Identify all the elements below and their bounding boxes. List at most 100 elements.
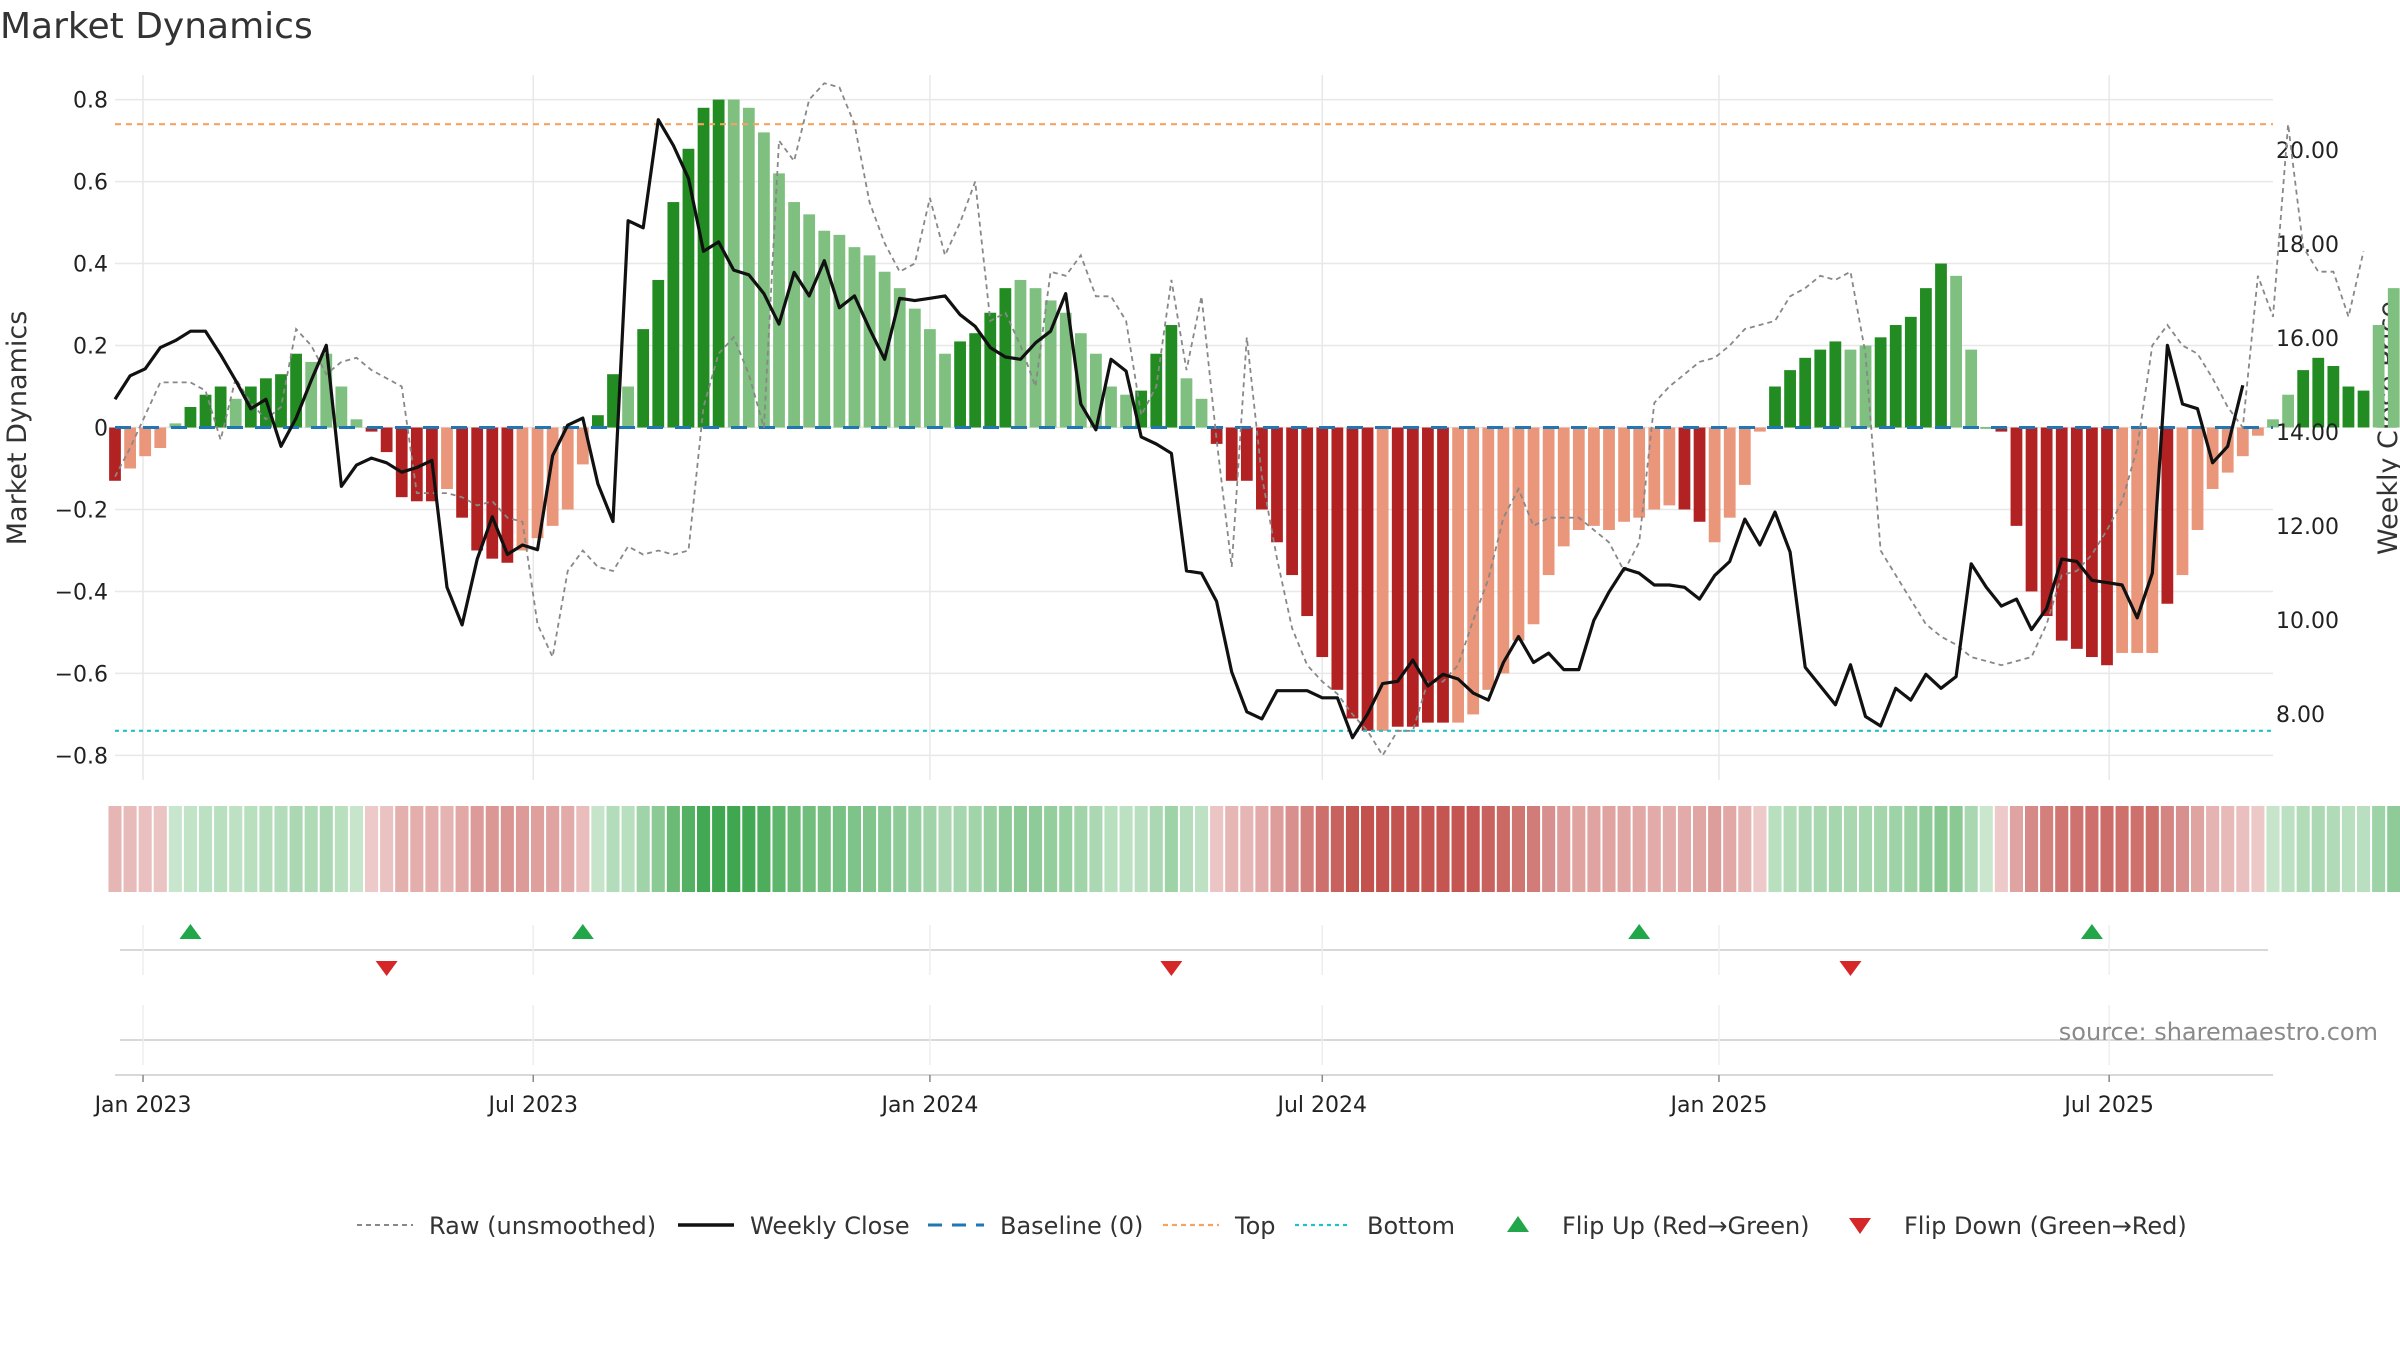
- dynamics-bar: [410, 427, 423, 502]
- dynamics-bar: [501, 427, 514, 563]
- heatmap-cell: [1134, 806, 1148, 892]
- y-tick-label-right: 14.00: [2276, 421, 2339, 446]
- heatmap-cell: [772, 806, 786, 892]
- heatmap-cell: [2387, 806, 2400, 892]
- legend-item: Raw (unsmoothed): [357, 1212, 656, 1240]
- heatmap-cell: [1723, 806, 1737, 892]
- dynamics-bar: [848, 247, 861, 428]
- dynamics-bar: [2297, 370, 2310, 428]
- heatmap-cell: [410, 806, 424, 892]
- heatmap-cell: [1979, 806, 1993, 892]
- heatmap-cell: [1029, 806, 1043, 892]
- heatmap-cell: [123, 806, 137, 892]
- dynamics-bar: [1678, 427, 1691, 510]
- dynamics-bar: [139, 427, 152, 457]
- heatmap-cell: [1421, 806, 1435, 892]
- dynamics-bar: [1482, 427, 1495, 690]
- heatmap-cell: [108, 806, 122, 892]
- heatmap-cell: [1330, 806, 1344, 892]
- dynamics-bar: [2387, 288, 2400, 428]
- dynamics-bar: [576, 427, 589, 465]
- heatmap-cell: [666, 806, 680, 892]
- legend-swatch-flip-down: [1849, 1218, 1871, 1234]
- dynamics-bar: [667, 202, 680, 428]
- heatmap-cell: [1451, 806, 1465, 892]
- dynamics-bar: [1708, 427, 1721, 543]
- heatmap-cell: [289, 806, 303, 892]
- dynamics-bar: [622, 386, 634, 428]
- heatmap-cell: [953, 806, 967, 892]
- dynamics-bar: [878, 271, 891, 428]
- y-tick-label-left: 0.6: [73, 171, 108, 196]
- dynamics-bar: [1588, 427, 1600, 526]
- dynamics-bar: [1965, 349, 1978, 428]
- dynamics-bar: [1799, 357, 1812, 428]
- dynamics-bar: [697, 107, 710, 428]
- dynamics-bar: [1195, 398, 1208, 428]
- dynamics-bar: [2267, 419, 2279, 428]
- heatmap-cell: [1511, 806, 1525, 892]
- heatmap-cell: [274, 806, 288, 892]
- dynamics-bar: [2116, 427, 2128, 653]
- heatmap-cell: [214, 806, 228, 892]
- heatmap-cell: [1617, 806, 1631, 892]
- dynamics-bar: [1889, 325, 1902, 428]
- heatmap-cell: [2100, 806, 2114, 892]
- heatmap-cell: [2326, 806, 2340, 892]
- heatmap-cell: [500, 806, 514, 892]
- raw-line: [114, 82, 2365, 758]
- dynamics-bar: [1512, 427, 1525, 641]
- dynamics-bar: [1527, 427, 1540, 625]
- heatmap-cell: [802, 806, 816, 892]
- heatmap-cell: [1587, 806, 1601, 892]
- dynamics-bar: [199, 394, 212, 428]
- dynamics-bar: [2070, 427, 2083, 649]
- heatmap-cell: [1904, 806, 1918, 892]
- dynamics-bar: [1391, 427, 1404, 727]
- heatmap-cell: [681, 806, 695, 892]
- heatmap-cell: [998, 806, 1012, 892]
- heatmap-cell: [561, 806, 575, 892]
- heatmap-cell: [878, 806, 892, 892]
- dynamics-bar: [1165, 325, 1178, 428]
- heatmap-cell: [168, 806, 182, 892]
- y-tick-label-right: 8.00: [2276, 703, 2325, 728]
- dynamics-bar: [154, 427, 167, 448]
- heatmap-cell: [606, 806, 620, 892]
- dynamics-bar: [1135, 390, 1148, 428]
- y-tick-label-left: 0.8: [73, 89, 108, 114]
- dynamics-bar: [1059, 312, 1072, 428]
- heatmap-cell: [1089, 806, 1103, 892]
- dynamics-bar: [1829, 341, 1842, 428]
- series-lines: [113, 82, 2365, 758]
- heatmap-cell: [757, 806, 771, 892]
- heatmap-cell: [817, 806, 831, 892]
- dynamics-bar: [1225, 427, 1238, 481]
- heatmap-cell: [2040, 806, 2054, 892]
- heatmap-cell: [832, 806, 846, 892]
- heatmap-cell: [727, 806, 741, 892]
- dynamics-bar: [2131, 427, 2144, 653]
- heatmap-cell: [1708, 806, 1722, 892]
- dynamics-bar: [1331, 427, 1344, 690]
- heatmap-cell: [259, 806, 273, 892]
- reference-lines: [115, 123, 2273, 732]
- dynamics-bar: [124, 427, 136, 469]
- dynamics-bar: [682, 148, 695, 428]
- heatmap-cell: [515, 806, 529, 892]
- dynamics-bar: [456, 427, 468, 518]
- heatmap-cell: [1300, 806, 1314, 892]
- dynamics-bar: [365, 427, 378, 432]
- dynamics-bar: [184, 407, 197, 428]
- dynamics-bar: [863, 255, 876, 428]
- heatmap-cell: [2221, 806, 2235, 892]
- source-label: source: sharemaestro.com: [2059, 1018, 2378, 1046]
- dynamics-bar: [607, 374, 619, 428]
- heatmap-cell: [2070, 806, 2084, 892]
- legend-item: Top: [1163, 1212, 1276, 1240]
- dynamics-bar: [335, 386, 348, 428]
- heatmap-cell: [334, 806, 348, 892]
- dynamics-bar: [320, 353, 333, 428]
- y-tick-label-right: 20.00: [2276, 139, 2339, 164]
